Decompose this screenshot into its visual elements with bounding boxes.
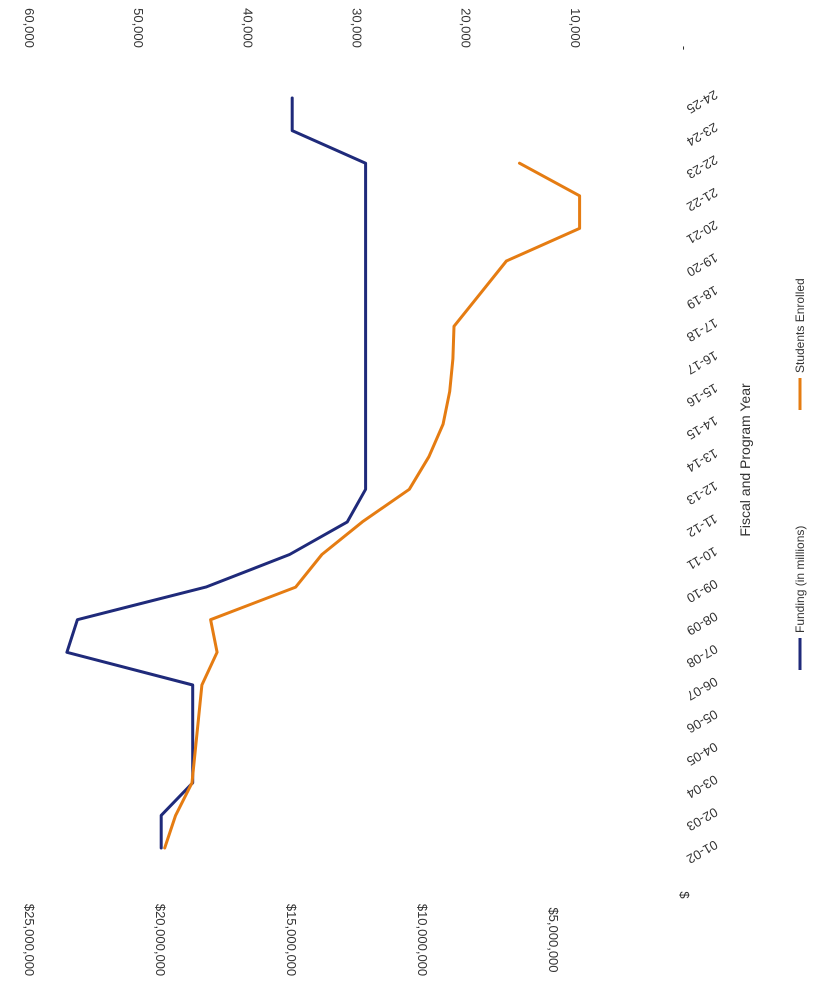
x-tick-label-15-16: 15-16 <box>684 381 720 411</box>
right-axis-tick-5: 50,000 <box>131 8 146 48</box>
x-tick-label-10-11: 10-11 <box>685 544 720 573</box>
x-tick-label-01-02: 01-02 <box>684 837 720 867</box>
legend: Funding (in millions) Students Enrolled <box>793 278 807 670</box>
legend-label-students-enrolled: Students Enrolled <box>793 278 807 373</box>
x-tick-label-12-13: 12-13 <box>684 478 720 508</box>
x-axis-title: Fiscal and Program Year <box>737 383 753 537</box>
x-tick-label-09-10: 09-10 <box>684 576 720 606</box>
right-axis-tick-3: 30,000 <box>350 8 365 48</box>
left-axis-tick-1: $5,000,000 <box>546 907 561 972</box>
series-line-students-enrolled <box>165 163 580 848</box>
x-tick-label-17-18: 17-18 <box>684 315 720 345</box>
x-tick-label-14-15: 14-15 <box>684 413 720 443</box>
right-axis-tick-0: - <box>677 46 692 50</box>
series-line-funding <box>67 98 366 848</box>
left-axis-tick-5: $25,000,000 <box>22 904 37 976</box>
x-tick-label-03-04: 03-04 <box>684 772 720 802</box>
x-tick-label-21-22: 21-22 <box>684 185 720 215</box>
left-axis-tick-4: $20,000,000 <box>153 904 168 976</box>
x-tick-label-11-12: 11-12 <box>685 511 720 540</box>
left-axis-tick-0: $ <box>677 891 692 899</box>
x-tick-label-18-19: 18-19 <box>684 283 720 313</box>
right-axis-tick-4: 40,000 <box>240 8 255 48</box>
x-tick-label-05-06: 05-06 <box>684 707 720 737</box>
x-tick-label-06-07: 06-07 <box>684 674 720 704</box>
right-axis-tick-6: 60,000 <box>22 8 37 48</box>
left-axis-tick-3: $15,000,000 <box>284 904 299 976</box>
x-tick-label-13-14: 13-14 <box>684 446 720 476</box>
x-tick-label-02-03: 02-03 <box>684 804 720 834</box>
x-tick-label-19-20: 19-20 <box>684 250 720 280</box>
right-axis-tick-2: 20,000 <box>459 8 474 48</box>
legend-label-funding: Funding (in millions) <box>793 526 807 633</box>
plot-area: 01-0202-0303-0404-0505-0606-0707-0808-09… <box>22 8 720 976</box>
x-tick-label-24-25: 24-25 <box>684 87 720 117</box>
x-tick-label-23-24: 23-24 <box>684 120 720 150</box>
x-tick-label-16-17: 16-17 <box>684 348 720 378</box>
x-tick-label-20-21: 20-21 <box>684 218 720 248</box>
right-axis-tick-1: 10,000 <box>568 8 583 48</box>
x-tick-label-07-08: 07-08 <box>684 641 720 671</box>
x-tick-label-04-05: 04-05 <box>684 739 720 769</box>
left-axis-tick-2: $10,000,000 <box>415 904 430 976</box>
x-tick-label-08-09: 08-09 <box>684 609 720 639</box>
x-tick-label-22-23: 22-23 <box>684 152 720 182</box>
